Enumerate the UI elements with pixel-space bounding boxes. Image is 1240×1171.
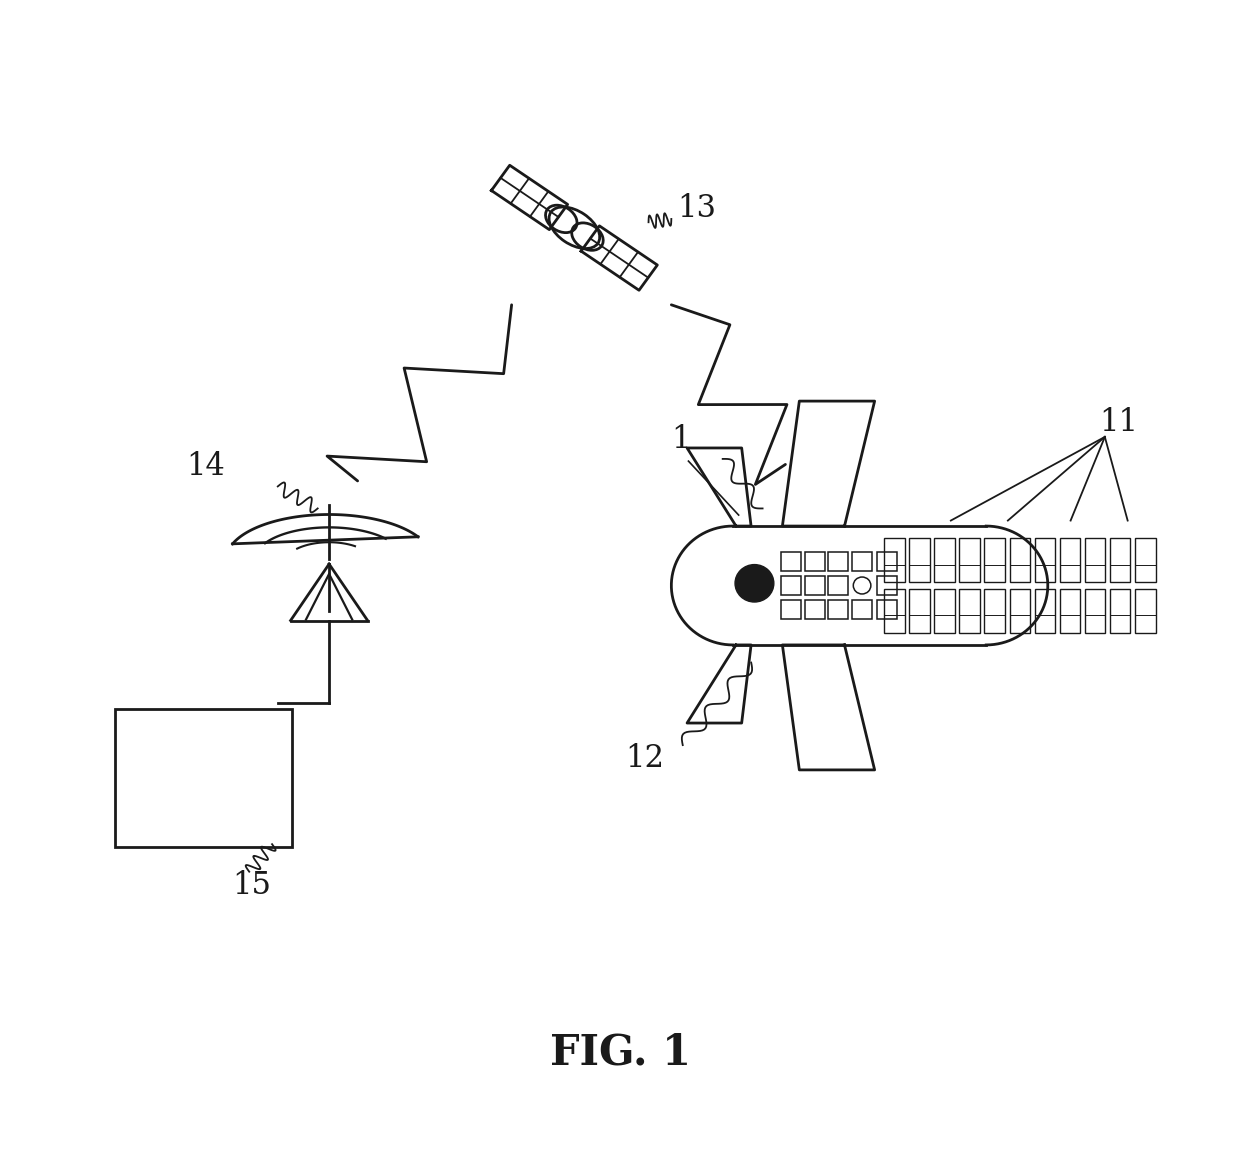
Bar [827,600,847,618]
Bar [1135,589,1156,632]
Bar [1085,589,1105,632]
Bar [781,553,801,571]
Text: FIG. 1: FIG. 1 [549,1032,691,1074]
Text: 14: 14 [186,452,226,482]
Bar [960,539,980,582]
Circle shape [735,564,774,602]
Bar [781,600,801,618]
Bar [909,589,930,632]
Bar [884,539,904,582]
Bar [960,589,980,632]
Bar [1009,589,1030,632]
Text: 15: 15 [232,870,272,900]
Bar [1009,539,1030,582]
Bar [805,576,825,595]
Bar [1110,589,1131,632]
Bar [805,553,825,571]
Bar [1060,589,1080,632]
Bar [877,600,897,618]
Bar [852,600,872,618]
Bar [1060,539,1080,582]
Bar [1135,539,1156,582]
Text: 12: 12 [626,744,665,774]
Text: 11: 11 [1099,408,1138,438]
Bar [852,553,872,571]
Bar [1110,539,1131,582]
Bar [877,553,897,571]
Text: 1: 1 [671,424,691,454]
Bar [827,576,847,595]
Bar [115,710,293,847]
Bar [1034,539,1055,582]
Bar [781,576,801,595]
Bar [884,589,904,632]
Bar [1034,589,1055,632]
Bar [934,539,955,582]
Bar [877,576,897,595]
Bar [934,589,955,632]
Bar [909,539,930,582]
Bar [827,553,847,571]
Bar [985,589,1004,632]
Bar [985,539,1004,582]
Bar [1085,539,1105,582]
Text: 13: 13 [677,193,715,224]
Bar [805,600,825,618]
